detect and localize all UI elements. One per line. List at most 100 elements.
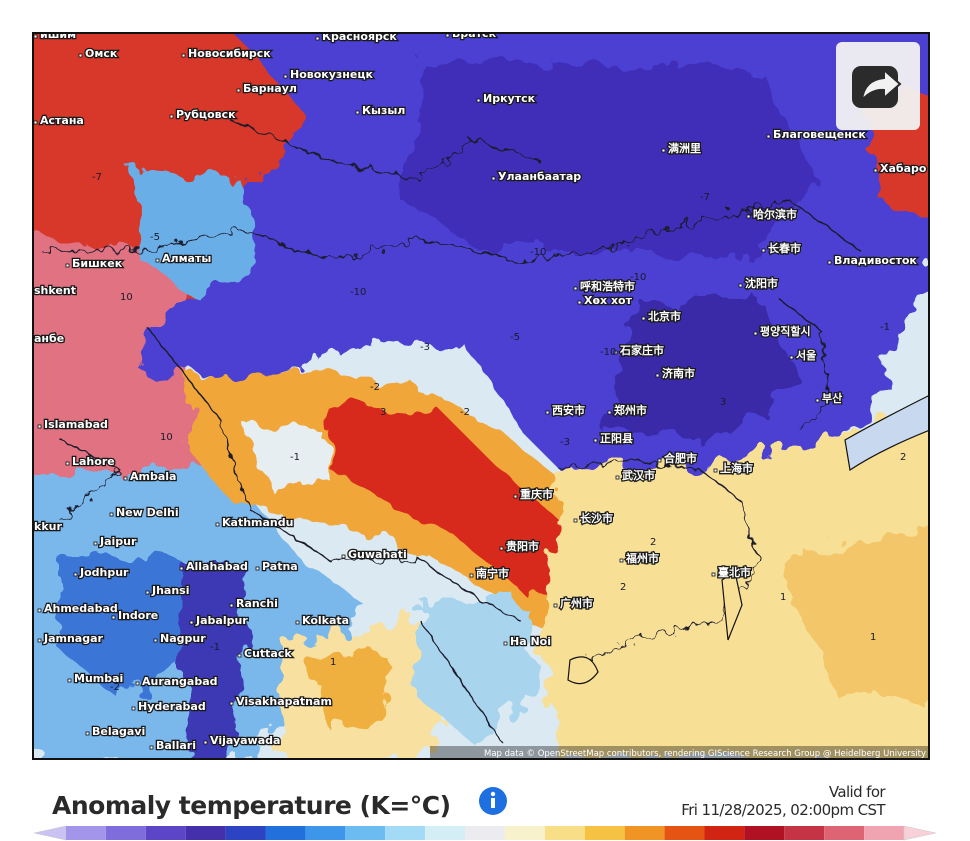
city-dot [641, 316, 646, 321]
legend-swatch [864, 826, 904, 840]
city-label: Guwahati [348, 548, 407, 561]
city-label: 沈阳市 [745, 276, 778, 290]
city-label: Ballari [156, 739, 196, 752]
city-dot [738, 283, 743, 288]
contour-label: 3 [380, 407, 386, 418]
contour-label: -1 [290, 452, 300, 463]
city-label: Ha Noi [510, 635, 551, 648]
city-dot [827, 260, 832, 265]
city-label: Jamnagar [43, 632, 104, 645]
city-label: Улаанбаатар [498, 170, 581, 183]
legend-swatch [105, 826, 146, 840]
city-dot [713, 468, 718, 473]
city-label: Рубцовск [176, 108, 236, 121]
city-label: Jabalpur [195, 614, 248, 627]
legend-swatch [265, 826, 306, 840]
city-label: 合肥市 [664, 451, 697, 465]
city-label: Hyderabad [138, 700, 206, 713]
city-label: 长春市 [768, 241, 801, 255]
city-dot [37, 608, 42, 613]
valid-time: Fri 11/28/2025, 02:00pm CST [681, 801, 886, 819]
city-dot [615, 475, 620, 480]
info-dot[interactable] [490, 791, 496, 797]
city-dot [577, 300, 582, 305]
city-dot [761, 248, 766, 253]
city-label: shkent [34, 284, 76, 297]
city-dot [203, 740, 208, 745]
city-dot [766, 134, 771, 139]
city-label: kkur [34, 520, 62, 533]
city-dot [661, 148, 666, 153]
city-label: Kathmandu [222, 516, 293, 529]
info-stem[interactable] [491, 798, 495, 808]
legend-swatch [345, 826, 386, 840]
city-dot [491, 176, 496, 181]
city-dot [78, 53, 83, 58]
city-label: 臺北市 [718, 565, 751, 579]
city-dot [111, 615, 116, 620]
city-dot [153, 638, 158, 643]
contour-label: -10 [630, 272, 646, 283]
city-dot [33, 120, 38, 125]
contour-label: 10 [160, 432, 173, 443]
city-dot [229, 701, 234, 706]
city-label: 福州市 [625, 551, 659, 565]
city-label: 부산 [822, 391, 842, 405]
city-dot [513, 494, 518, 499]
legend-swatch [624, 826, 665, 840]
city-label: 呼和浩特市 [580, 279, 635, 293]
city-dot [753, 331, 758, 336]
contour-label: -5 [150, 232, 160, 243]
japan [844, 394, 929, 472]
legend-swatch [744, 826, 785, 840]
city-dot [93, 541, 98, 546]
city-label: 北京市 [648, 309, 681, 323]
contour-label: -5 [510, 332, 520, 343]
city-label: Ambala [130, 470, 176, 483]
city-dot [189, 620, 194, 625]
city-label: Lahore [72, 455, 115, 468]
city-label: Астана [40, 114, 84, 127]
share-arrow[interactable] [860, 67, 902, 103]
city-dot [746, 214, 751, 219]
contour-label: -2 [460, 407, 470, 418]
city-label: Алматы [162, 252, 211, 265]
city-label: Барнаул [243, 82, 297, 95]
attribution-bg [430, 746, 929, 759]
city-label: Belagavi [92, 725, 145, 738]
contour-label: -1 [880, 322, 890, 333]
share-button[interactable] [836, 42, 920, 130]
legend-title: Anomaly temperature (K=°C) [52, 791, 451, 820]
contour-label: -3 [420, 342, 430, 353]
contour-label: -10 [530, 247, 546, 258]
city-dot [545, 410, 550, 415]
city-dot [67, 678, 72, 683]
legend-swatch [544, 826, 585, 840]
city-dot [503, 641, 508, 646]
legend-swatch [504, 826, 545, 840]
city-label: Vijayawada [210, 734, 280, 747]
city-dot [73, 572, 78, 577]
city-dot [355, 110, 360, 115]
city-dot [657, 458, 662, 463]
legend-swatch [185, 826, 226, 840]
city-dot [873, 168, 878, 173]
city-dot [655, 373, 660, 378]
city-dot [499, 546, 504, 551]
city-dot [135, 681, 140, 686]
city-dot [476, 98, 481, 103]
city-label: 贵阳市 [506, 539, 539, 553]
city-dot [445, 33, 450, 38]
info-button[interactable] [479, 787, 507, 815]
city-dot [65, 263, 70, 268]
city-label: Jodhpur [79, 566, 129, 579]
contour-label: -3 [560, 437, 570, 448]
city-dot [711, 572, 716, 577]
city-dot [283, 74, 288, 79]
city-label: Jaipur [99, 535, 137, 548]
city-label: Кызыл [362, 104, 405, 117]
contour-label: 1 [330, 657, 336, 668]
city-dot [215, 522, 220, 527]
city-label: 武汉市 [622, 468, 655, 482]
